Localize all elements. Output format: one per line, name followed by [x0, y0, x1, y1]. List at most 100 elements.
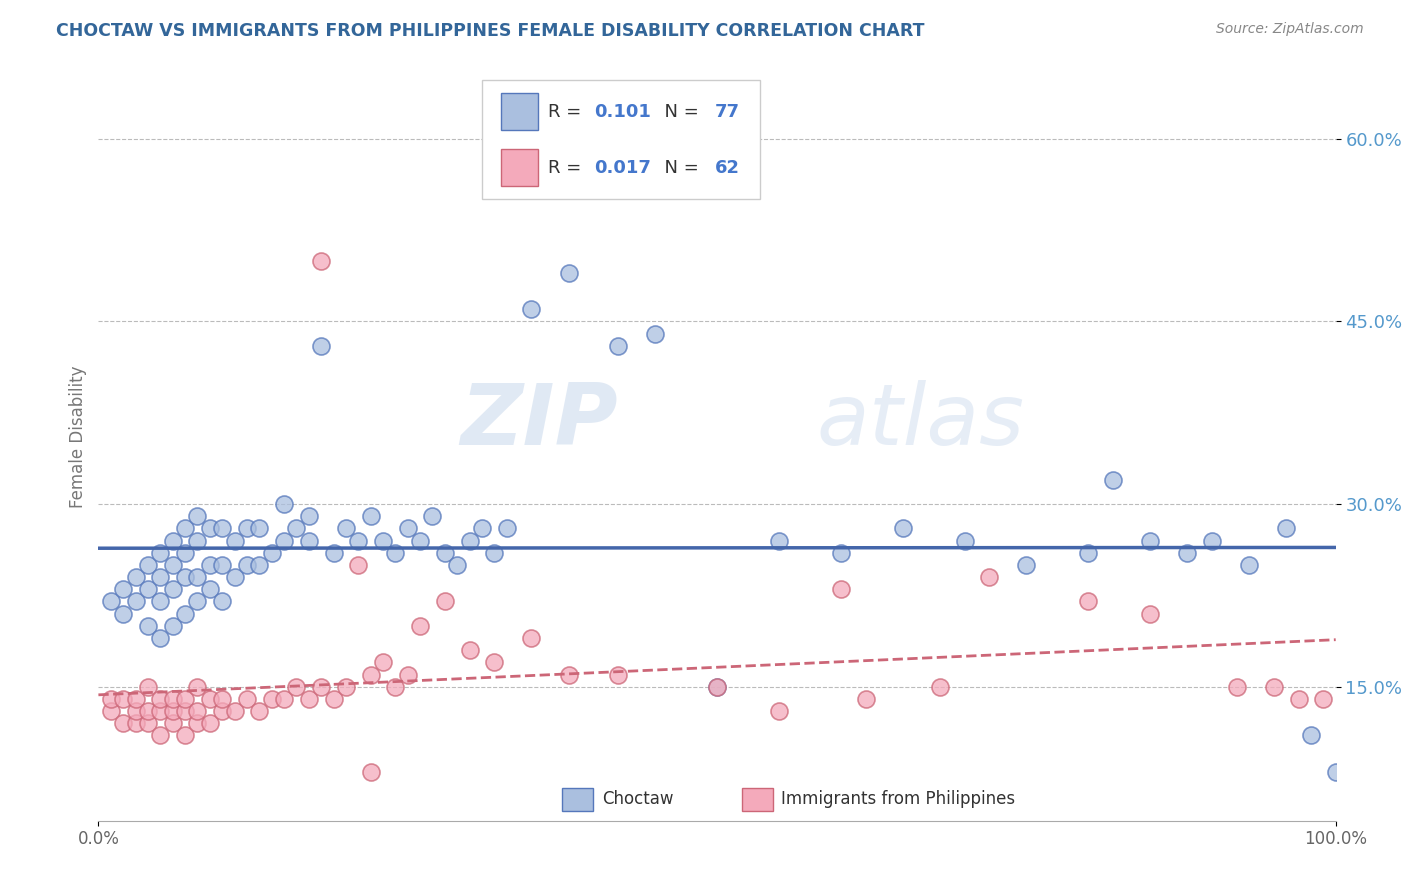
Point — [928, 680, 950, 694]
Point — [433, 546, 456, 560]
Point — [198, 558, 221, 572]
Point — [174, 521, 197, 535]
Point — [285, 680, 308, 694]
Point — [186, 704, 208, 718]
Point — [136, 582, 159, 597]
Point — [174, 546, 197, 560]
Text: atlas: atlas — [815, 380, 1024, 463]
Point — [224, 570, 246, 584]
Point — [260, 546, 283, 560]
Text: Source: ZipAtlas.com: Source: ZipAtlas.com — [1216, 22, 1364, 37]
Text: ZIP: ZIP — [460, 380, 619, 463]
Point — [384, 680, 406, 694]
Point — [124, 570, 146, 584]
Point — [162, 716, 184, 731]
Point — [484, 656, 506, 670]
Point — [347, 558, 370, 572]
Point — [149, 546, 172, 560]
Point — [1237, 558, 1260, 572]
Point — [149, 594, 172, 608]
Point — [100, 704, 122, 718]
FancyBboxPatch shape — [501, 94, 537, 130]
Point — [1312, 691, 1334, 706]
Point — [149, 631, 172, 645]
Point — [1077, 546, 1099, 560]
Point — [112, 691, 135, 706]
Point — [433, 594, 456, 608]
Point — [186, 533, 208, 548]
Point — [112, 716, 135, 731]
Point — [186, 509, 208, 524]
Point — [174, 691, 197, 706]
Point — [211, 704, 233, 718]
Point — [309, 339, 332, 353]
Point — [409, 619, 432, 633]
Point — [309, 253, 332, 268]
Point — [211, 594, 233, 608]
Point — [1275, 521, 1298, 535]
Text: 62: 62 — [714, 159, 740, 177]
Text: N =: N = — [652, 103, 704, 120]
Point — [484, 546, 506, 560]
Point — [371, 656, 394, 670]
Point — [236, 558, 259, 572]
Point — [396, 667, 419, 681]
Point — [1015, 558, 1038, 572]
Point — [1102, 473, 1125, 487]
Point — [979, 570, 1001, 584]
Point — [360, 764, 382, 779]
Point — [162, 582, 184, 597]
Point — [644, 326, 666, 341]
Point — [162, 558, 184, 572]
Point — [706, 680, 728, 694]
Point — [384, 546, 406, 560]
Point — [174, 607, 197, 621]
Point — [607, 339, 630, 353]
Point — [953, 533, 976, 548]
Text: R =: R = — [547, 159, 586, 177]
Point — [174, 728, 197, 742]
Point — [174, 704, 197, 718]
Point — [198, 582, 221, 597]
Point — [186, 594, 208, 608]
Point — [186, 680, 208, 694]
Point — [124, 716, 146, 731]
Point — [186, 570, 208, 584]
Point — [136, 680, 159, 694]
Point — [136, 704, 159, 718]
Point — [186, 716, 208, 731]
Point — [198, 521, 221, 535]
Point — [706, 680, 728, 694]
Point — [149, 728, 172, 742]
Text: 0.101: 0.101 — [595, 103, 651, 120]
Text: R =: R = — [547, 103, 586, 120]
Point — [1139, 533, 1161, 548]
Point — [162, 704, 184, 718]
Point — [322, 691, 344, 706]
Text: Immigrants from Philippines: Immigrants from Philippines — [782, 790, 1015, 808]
Point — [236, 521, 259, 535]
Point — [471, 521, 494, 535]
Point — [322, 546, 344, 560]
Point — [1324, 764, 1347, 779]
Point — [557, 667, 579, 681]
Point — [112, 607, 135, 621]
Point — [149, 570, 172, 584]
FancyBboxPatch shape — [501, 150, 537, 186]
Point — [520, 631, 543, 645]
Point — [446, 558, 468, 572]
Point — [298, 509, 321, 524]
FancyBboxPatch shape — [482, 80, 761, 199]
Point — [830, 546, 852, 560]
Point — [260, 691, 283, 706]
Point — [520, 302, 543, 317]
Point — [855, 691, 877, 706]
Point — [285, 521, 308, 535]
Point — [247, 521, 270, 535]
Point — [247, 558, 270, 572]
Point — [162, 619, 184, 633]
Text: CHOCTAW VS IMMIGRANTS FROM PHILIPPINES FEMALE DISABILITY CORRELATION CHART: CHOCTAW VS IMMIGRANTS FROM PHILIPPINES F… — [56, 22, 925, 40]
Y-axis label: Female Disability: Female Disability — [69, 366, 87, 508]
Point — [224, 704, 246, 718]
Point — [1299, 728, 1322, 742]
